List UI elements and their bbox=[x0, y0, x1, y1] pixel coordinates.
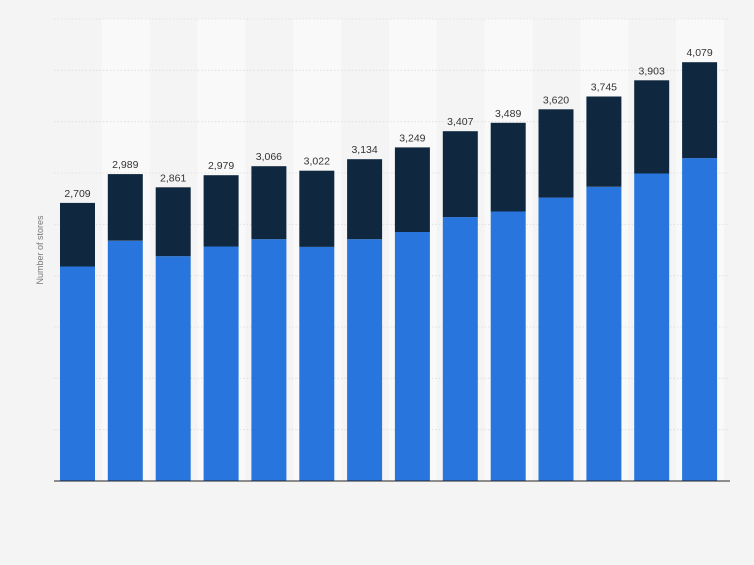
bar-segment-upper bbox=[155, 187, 191, 257]
bar-total-label: 3,066 bbox=[256, 151, 282, 163]
bar-total-label: 3,489 bbox=[495, 108, 521, 120]
bar-total-label: 2,979 bbox=[208, 160, 234, 172]
bar-segment-lower bbox=[107, 240, 143, 481]
bar-segment-lower bbox=[155, 256, 191, 481]
bar-total-label: 3,407 bbox=[447, 116, 473, 128]
bar-segment-upper bbox=[203, 175, 239, 247]
bar-segment-upper bbox=[490, 122, 526, 212]
bars-group bbox=[60, 62, 718, 481]
data-labels-group: 2,709 2,989 2,861 2,979 3,066 3,022 3,134 3,249… bbox=[64, 47, 713, 200]
bar-segment-lower bbox=[394, 232, 430, 481]
bar-segment-upper bbox=[251, 166, 287, 240]
bar-segment-upper bbox=[107, 174, 143, 241]
bar-segment-lower bbox=[60, 266, 95, 481]
y-axis-label: Number of stores bbox=[35, 215, 45, 285]
bar-total-label: 3,745 bbox=[591, 82, 617, 94]
bar-segment-lower bbox=[347, 239, 383, 481]
bar-segment-lower bbox=[682, 158, 718, 481]
bar-segment-upper bbox=[394, 147, 430, 232]
bar-segment-lower bbox=[299, 246, 335, 481]
bar-segment-lower bbox=[203, 246, 239, 481]
bar-total-label: 2,861 bbox=[160, 172, 186, 184]
bar-segment-upper bbox=[538, 109, 574, 198]
bar-total-label: 3,134 bbox=[351, 144, 377, 156]
bar-total-label: 3,903 bbox=[639, 65, 665, 77]
bar-total-label: 3,620 bbox=[543, 94, 569, 106]
bar-total-label: 2,989 bbox=[112, 159, 138, 171]
bar-segment-lower bbox=[490, 211, 526, 481]
bar-segment-upper bbox=[586, 96, 622, 187]
bar-segment-lower bbox=[586, 186, 622, 481]
bar-segment-upper bbox=[299, 170, 335, 247]
bar-total-label: 4,079 bbox=[686, 47, 712, 59]
bar-segment-upper bbox=[634, 80, 670, 174]
bar-segment-lower bbox=[251, 239, 287, 481]
bar-total-label: 2,709 bbox=[64, 188, 90, 200]
bar-segment-upper bbox=[60, 202, 95, 267]
bar-total-label: 3,249 bbox=[399, 132, 425, 144]
bar-segment-upper bbox=[682, 62, 718, 159]
bar-segment-lower bbox=[538, 197, 574, 481]
bar-segment-upper bbox=[442, 131, 478, 218]
bar-segment-lower bbox=[442, 217, 478, 481]
bar-segment-lower bbox=[634, 173, 670, 481]
bar-total-label: 3,022 bbox=[304, 156, 330, 168]
bar-segment-upper bbox=[347, 159, 383, 240]
